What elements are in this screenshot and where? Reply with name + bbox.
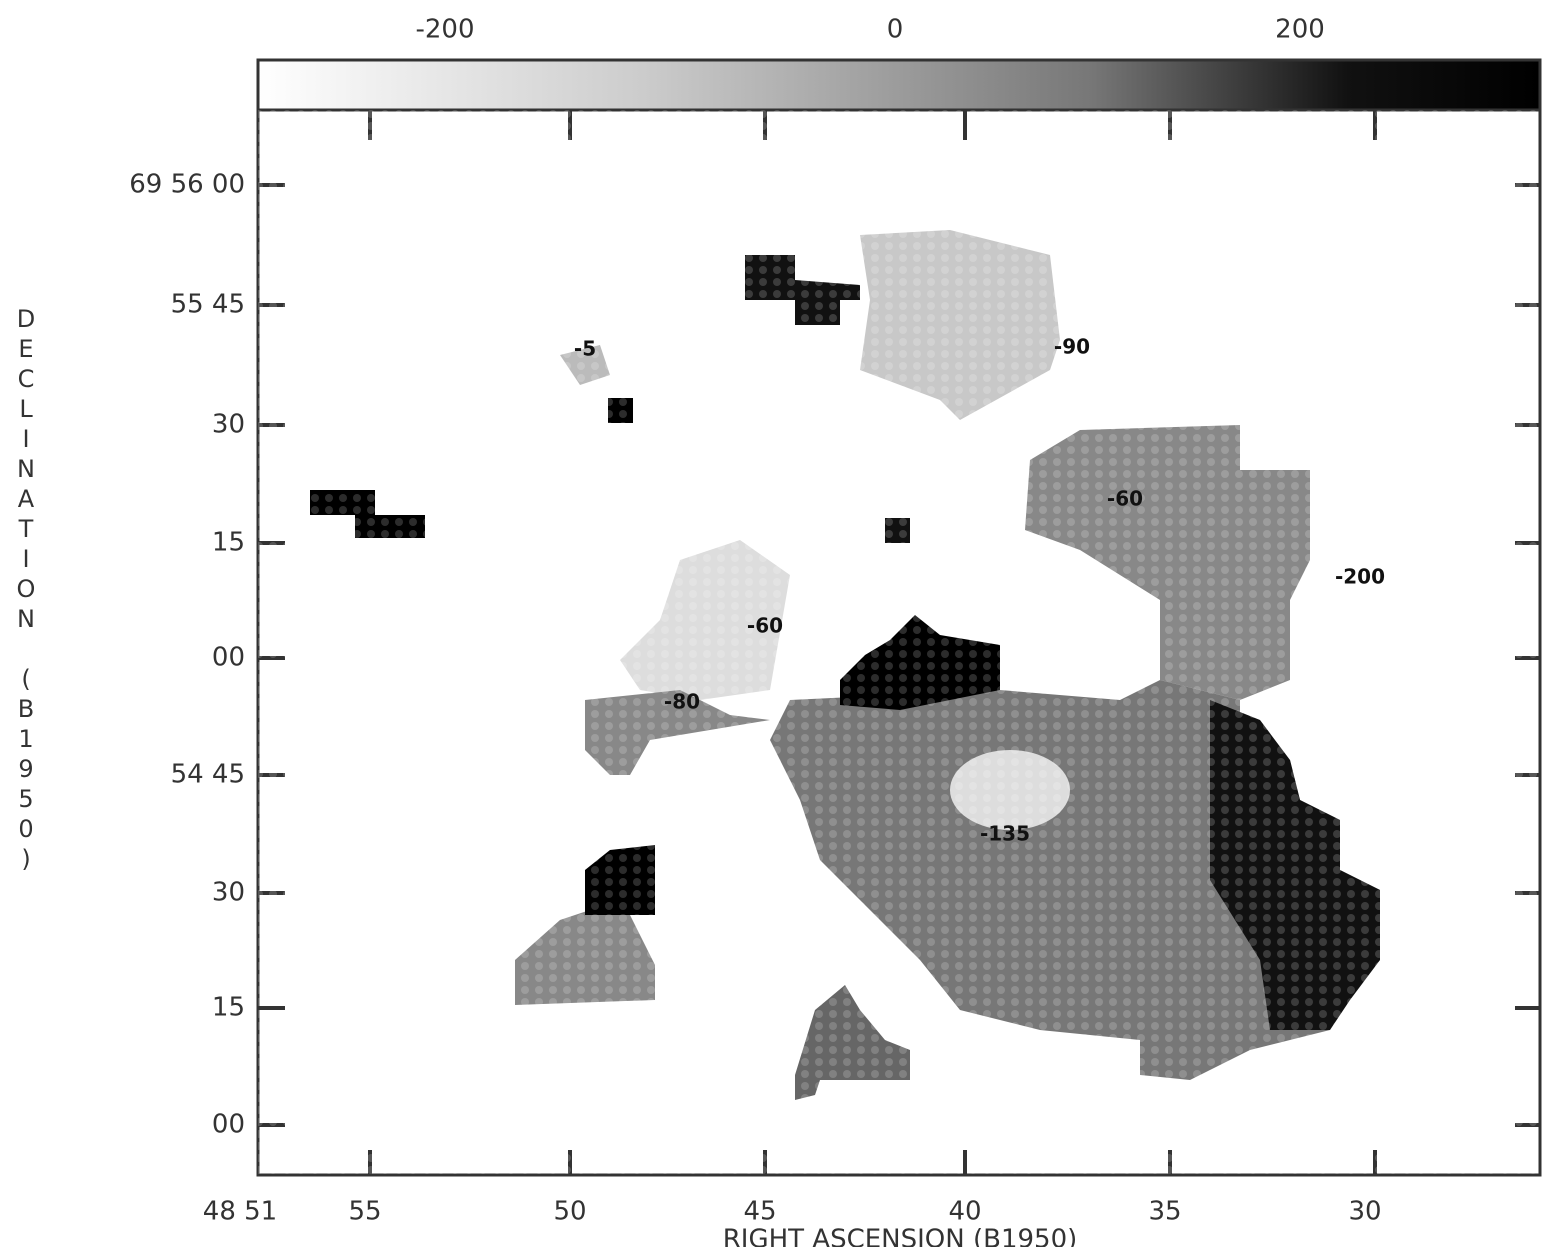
y-tick-label: 55 45 [171, 290, 245, 320]
colorbar-tick: 200 [1275, 15, 1325, 45]
contour-label: -90 [1054, 335, 1090, 359]
contour-label: -60 [747, 614, 783, 638]
contour-label: -60 [1107, 487, 1143, 511]
contour-label: -80 [664, 690, 700, 714]
contour-label: -200 [1335, 565, 1385, 589]
colorbar-tick: -200 [415, 15, 474, 45]
x-tick-label: 55 [348, 1197, 381, 1227]
x-axis-title: RIGHT ASCENSION (B1950) [723, 1225, 1078, 1247]
colorbar-tick: 0 [887, 15, 904, 45]
x-tick-label: 35 [1148, 1197, 1181, 1227]
y-tick-label: 15 [212, 993, 245, 1023]
y-tick-label: 30 [212, 878, 245, 908]
x-tick-label: 40 [948, 1197, 981, 1227]
y-tick-label: 00 [212, 1110, 245, 1140]
x-tick-label: 50 [553, 1197, 586, 1227]
x-tick-label: 30 [1348, 1197, 1381, 1227]
contour-label: -5 [574, 337, 596, 361]
velocity-map [258, 110, 1540, 1175]
y-axis-title: DECLINATION (B1950) [12, 305, 40, 875]
y-tick-label: 54 45 [171, 760, 245, 790]
x-tick-label: 45 [743, 1197, 776, 1227]
y-tick-label: 15 [212, 528, 245, 558]
y-tick-label: 69 56 00 [129, 170, 245, 200]
y-tick-label: 00 [212, 643, 245, 673]
x-tick-label: 48 51 [203, 1197, 277, 1227]
y-tick-label: 30 [212, 410, 245, 440]
colorbar [256, 58, 1542, 112]
contour-label: -135 [980, 822, 1030, 846]
